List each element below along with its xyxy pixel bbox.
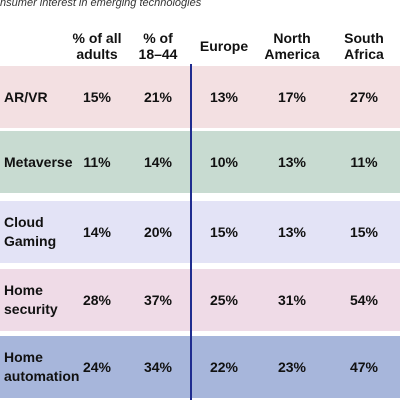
table-cell: 10%: [209, 154, 239, 170]
row-label: AR/VR: [4, 88, 48, 105]
table-cell: 28%: [82, 292, 112, 308]
table-cell: 20%: [143, 224, 173, 240]
table-cell: 17%: [277, 89, 307, 105]
table-row: Cloud Gaming 14% 20% 15% 13% 15%: [0, 201, 400, 263]
table-cell: 22%: [209, 359, 239, 375]
table-row: Home automation 24% 34% 22% 23% 47%: [0, 336, 400, 398]
row-label: Home automation: [4, 349, 80, 384]
column-header-north-america: North America: [264, 30, 320, 62]
row-label: Cloud Gaming: [4, 214, 57, 249]
column-header-europe: Europe: [199, 38, 249, 54]
table-cell: 23%: [277, 359, 307, 375]
table-cell: 11%: [350, 154, 378, 170]
column-divider: [190, 64, 192, 400]
chart-title: Consumer interest in emerging technologi…: [0, 0, 202, 9]
table-cell: 34%: [143, 359, 173, 375]
table-row: Home security 28% 37% 25% 31% 54%: [0, 269, 400, 331]
column-header-18-44: % of 18–44: [138, 30, 178, 62]
table-row: Metaverse 11% 14% 10% 13% 11%: [0, 131, 400, 193]
table-cell: 14%: [143, 154, 173, 170]
table-cell: 54%: [349, 292, 379, 308]
table-cell: 21%: [143, 89, 173, 105]
table-cell: 13%: [277, 224, 307, 240]
table-cell: 27%: [349, 89, 379, 105]
table-header: % of all adults % of 18–44 Europe North …: [0, 28, 400, 64]
table-cell: 37%: [143, 292, 173, 308]
table-row: AR/VR 15% 21% 13% 17% 27%: [0, 66, 400, 128]
table-cell: 31%: [277, 292, 307, 308]
table-cell: 11%: [83, 154, 111, 170]
table-cell: 13%: [277, 154, 307, 170]
table-cell: 14%: [82, 224, 112, 240]
table-cell: 15%: [349, 224, 379, 240]
table-cell: 47%: [349, 359, 379, 375]
column-header-all-adults: % of all adults: [72, 30, 122, 62]
row-label: Metaverse: [4, 153, 73, 170]
table-cell: 13%: [209, 89, 239, 105]
column-header-south-africa: South Africa: [344, 30, 384, 62]
row-label: Home security: [4, 282, 58, 317]
table-cell: 25%: [209, 292, 239, 308]
table-cell: 15%: [82, 89, 112, 105]
table-cell: 15%: [209, 224, 239, 240]
table-cell: 24%: [82, 359, 112, 375]
